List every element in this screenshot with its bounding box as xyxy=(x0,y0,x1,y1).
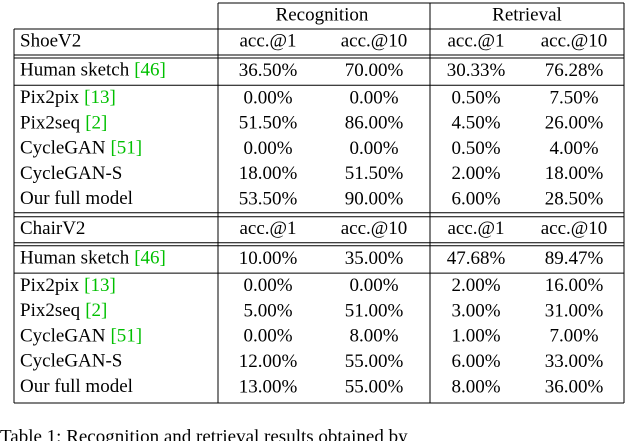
cell: 47.68% xyxy=(447,248,506,269)
cell: 6.00% xyxy=(451,351,500,372)
column-header: acc.@10 xyxy=(341,218,408,239)
cell: 18.00% xyxy=(239,163,298,184)
row-label-text: CycleGAN xyxy=(20,326,106,347)
citation: [13] xyxy=(84,87,116,108)
row-label: Pix2pix [13] xyxy=(20,87,116,108)
row-label-text: Human sketch xyxy=(20,248,130,269)
citation: [2] xyxy=(85,300,107,321)
cell: 51.50% xyxy=(239,113,298,134)
row-label-text: Pix2pix xyxy=(20,87,80,108)
cell: 0.00% xyxy=(349,138,398,159)
cell: 12.00% xyxy=(239,351,298,372)
cell: 0.50% xyxy=(451,87,500,108)
column-header: acc.@1 xyxy=(447,30,504,51)
cell: 31.00% xyxy=(545,300,604,321)
cell: 51.50% xyxy=(345,163,404,184)
cell: 0.50% xyxy=(451,138,500,159)
cell: 53.50% xyxy=(239,189,298,210)
column-header: acc.@1 xyxy=(239,218,296,239)
cell: 0.00% xyxy=(243,87,292,108)
cell: 4.50% xyxy=(451,113,500,134)
cell: 16.00% xyxy=(545,275,604,296)
cell: 18.00% xyxy=(545,163,604,184)
group-header: Retrieval xyxy=(492,4,562,25)
caption: Table 1: Recognition and retrieval resul… xyxy=(0,426,408,441)
cell: 8.00% xyxy=(451,376,500,397)
cell: 28.50% xyxy=(545,189,604,210)
column-header: acc.@10 xyxy=(541,30,608,51)
cell: 55.00% xyxy=(345,376,404,397)
citation: [13] xyxy=(84,275,116,296)
cell: 70.00% xyxy=(345,60,404,81)
citation: [46] xyxy=(134,248,166,269)
cell: 5.00% xyxy=(243,300,292,321)
cell: 13.00% xyxy=(239,376,298,397)
cell: 2.00% xyxy=(451,163,500,184)
cell: 55.00% xyxy=(345,351,404,372)
column-header: acc.@1 xyxy=(447,218,504,239)
cell: 0.00% xyxy=(243,326,292,347)
row-label-text: CycleGAN-S xyxy=(20,351,122,372)
cell: 0.00% xyxy=(243,275,292,296)
cell: 1.00% xyxy=(451,326,500,347)
citation: [2] xyxy=(85,113,107,134)
column-header: acc.@10 xyxy=(341,30,408,51)
row-label-text: Our full model xyxy=(20,376,133,397)
cell: 0.00% xyxy=(349,87,398,108)
row-label: Our full model xyxy=(20,189,133,210)
row-label-text: Pix2seq xyxy=(20,300,81,321)
row-label: Our full model xyxy=(20,376,133,397)
cell: 89.47% xyxy=(545,248,604,269)
row-label: Human sketch [46] xyxy=(20,60,166,81)
cell: 3.00% xyxy=(451,300,500,321)
row-label: Pix2pix [13] xyxy=(20,275,116,296)
section-name: ChairV2 xyxy=(20,218,85,239)
row-label-text: Human sketch xyxy=(20,60,130,81)
citation: [46] xyxy=(134,60,166,81)
row-label-text: Our full model xyxy=(20,189,133,210)
cell: 4.00% xyxy=(549,138,598,159)
row-label-text: Pix2pix xyxy=(20,275,80,296)
row-label: Human sketch [46] xyxy=(20,248,166,269)
section-name: ShoeV2 xyxy=(20,30,81,51)
cell: 7.50% xyxy=(549,87,598,108)
column-header: acc.@1 xyxy=(239,30,296,51)
row-label: Pix2seq [2] xyxy=(20,300,107,321)
cell: 90.00% xyxy=(345,189,404,210)
cell: 76.28% xyxy=(545,60,604,81)
row-label: CycleGAN-S xyxy=(20,351,122,372)
row-label-text: CycleGAN xyxy=(20,138,106,159)
cell: 30.33% xyxy=(447,60,506,81)
cell: 2.00% xyxy=(451,275,500,296)
cell: 8.00% xyxy=(349,326,398,347)
row-label: CycleGAN-S xyxy=(20,163,122,184)
cell: 6.00% xyxy=(451,189,500,210)
cell: 35.00% xyxy=(345,248,404,269)
column-header: acc.@10 xyxy=(541,218,608,239)
cell: 10.00% xyxy=(239,248,298,269)
citation: [51] xyxy=(110,138,142,159)
cell: 36.00% xyxy=(545,376,604,397)
cell: 33.00% xyxy=(545,351,604,372)
cell: 0.00% xyxy=(243,138,292,159)
row-label: Pix2seq [2] xyxy=(20,113,107,134)
row-label-text: Pix2seq xyxy=(20,113,81,134)
cell: 36.50% xyxy=(239,60,298,81)
cell: 26.00% xyxy=(545,113,604,134)
citation: [51] xyxy=(110,326,142,347)
cell: 86.00% xyxy=(345,113,404,134)
row-label: CycleGAN [51] xyxy=(20,138,142,159)
cell: 7.00% xyxy=(549,326,598,347)
cell: 0.00% xyxy=(349,275,398,296)
group-header: Recognition xyxy=(276,4,369,25)
cell: 51.00% xyxy=(345,300,404,321)
row-label: CycleGAN [51] xyxy=(20,326,142,347)
row-label-text: CycleGAN-S xyxy=(20,163,122,184)
